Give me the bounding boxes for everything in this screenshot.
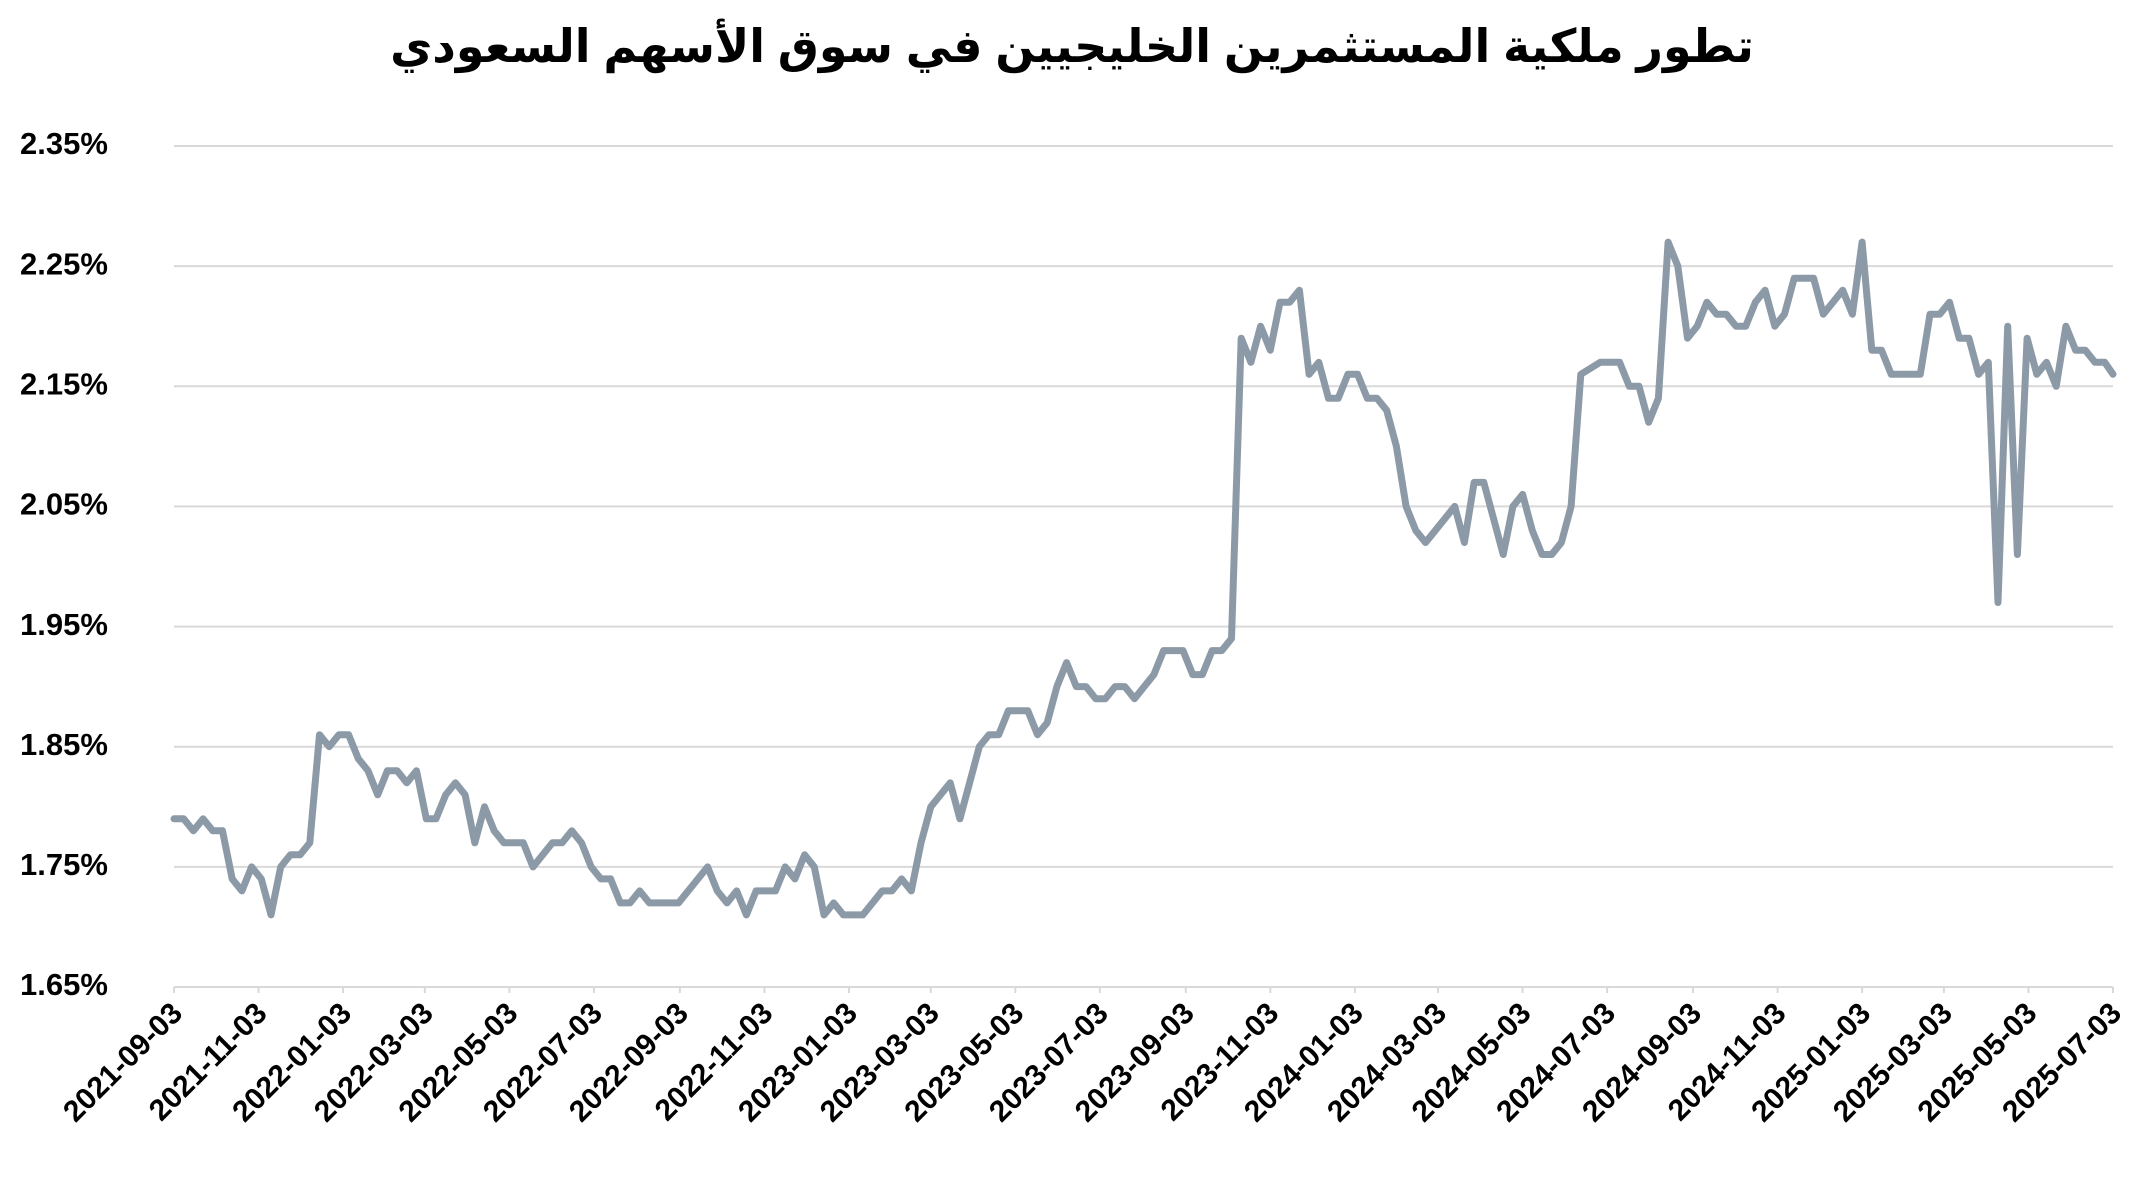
y-tick-label: 1.75% bbox=[20, 847, 108, 882]
y-tick-label: 2.35% bbox=[20, 126, 108, 161]
y-tick-label: 1.95% bbox=[20, 607, 108, 642]
series-line bbox=[170, 238, 2117, 919]
y-tick-label: 2.05% bbox=[20, 487, 108, 522]
y-tick-label: 2.25% bbox=[20, 246, 108, 281]
chart-title: تطور ملكية المستثمرين الخليجيين في سوق ا… bbox=[390, 18, 1754, 73]
y-tick-label: 2.15% bbox=[20, 366, 108, 401]
y-tick-label: 1.85% bbox=[20, 727, 108, 762]
y-tick-label: 1.65% bbox=[20, 967, 108, 1002]
